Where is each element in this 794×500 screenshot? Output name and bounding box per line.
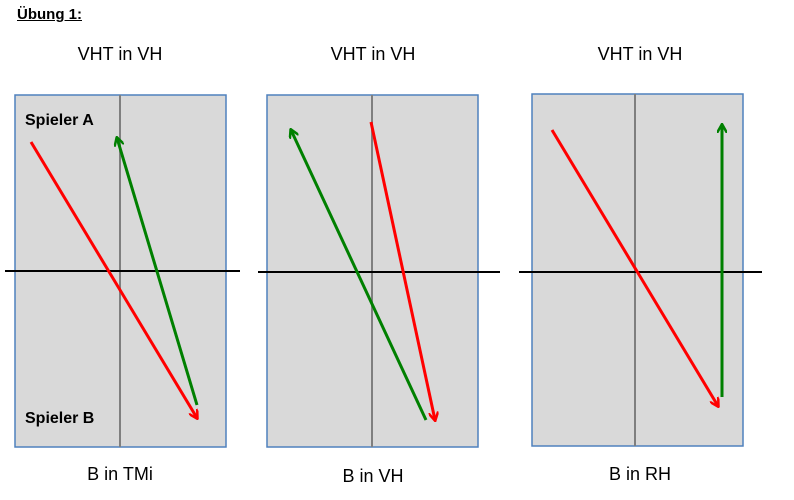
exercise-title: Übung 1: [17,6,82,23]
label-spieler-b: Spieler B [25,410,94,427]
court-panel-2 [258,94,500,448]
court-panel-1: Spieler A Spieler B [5,94,240,448]
green-arrow-1 [117,138,199,406]
red-arrow-2 [369,121,435,420]
red-arrow-1 [29,141,197,418]
label-spieler-a: Spieler A [25,112,94,129]
green-arrow-2 [291,130,428,421]
panel-2-top-caption: VHT in VH [330,44,416,64]
panel-2-bottom-caption: B in VH [342,466,404,486]
red-arrow-3 [550,129,718,406]
panel-3-top-caption: VHT in VH [597,44,683,64]
court-panel-3 [519,93,762,447]
panel-1-top-caption: VHT in VH [77,44,163,64]
panel-3-bottom-caption: B in RH [608,464,671,484]
panel-1-bottom-caption: B in TMi [87,464,153,484]
